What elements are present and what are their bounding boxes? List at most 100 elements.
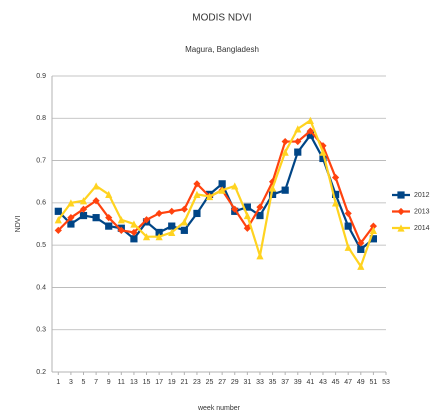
data-point xyxy=(193,190,201,198)
data-point xyxy=(180,226,188,234)
data-point xyxy=(231,205,239,213)
data-point xyxy=(344,209,352,218)
data-point xyxy=(281,137,289,146)
x-tick-label: 31 xyxy=(243,379,251,386)
data-point xyxy=(193,209,201,218)
data-point xyxy=(155,233,163,241)
data-point xyxy=(268,184,277,192)
x-tick-label: 33 xyxy=(256,379,264,386)
data-point xyxy=(67,220,75,228)
data-point xyxy=(79,211,88,220)
legend-marker xyxy=(397,224,405,232)
data-point xyxy=(92,214,100,222)
data-point xyxy=(142,233,151,241)
y-tick-label: 0.5 xyxy=(36,242,46,249)
data-point xyxy=(243,211,251,220)
legend-marker xyxy=(397,191,405,199)
data-point xyxy=(306,116,314,124)
data-point xyxy=(294,137,302,146)
data-point xyxy=(331,199,340,207)
data-point xyxy=(54,226,62,234)
y-tick-label: 0.3 xyxy=(36,327,46,334)
data-point xyxy=(105,214,113,222)
data-point xyxy=(168,228,176,237)
data-point xyxy=(168,207,176,215)
legend-label: 2013 xyxy=(414,208,430,215)
x-tick-label: 41 xyxy=(306,379,314,386)
series-line xyxy=(57,118,375,269)
data-point xyxy=(344,243,352,251)
data-point xyxy=(92,197,100,205)
x-tick-label: 53 xyxy=(382,379,390,386)
legend-label: 2012 xyxy=(414,192,430,199)
chart-subtitle: Magura, Bangladesh xyxy=(185,45,259,54)
y-axis-label: NDVI xyxy=(15,216,22,233)
data-point xyxy=(331,190,340,198)
x-tick-label: 37 xyxy=(281,379,289,386)
data-point xyxy=(256,211,264,220)
x-tick-label: 47 xyxy=(344,379,352,386)
x-tick-label: 35 xyxy=(269,379,277,386)
x-tick-label: 19 xyxy=(168,379,176,386)
y-tick-label: 0.8 xyxy=(36,115,46,122)
x-tick-label: 25 xyxy=(206,379,214,386)
x-tick-label: 11 xyxy=(118,379,125,386)
x-tick-label: 45 xyxy=(332,379,340,386)
data-point xyxy=(357,245,365,253)
data-point xyxy=(306,131,314,139)
data-point xyxy=(130,228,138,237)
data-point xyxy=(130,220,138,228)
x-tick-label: 27 xyxy=(218,379,226,386)
x-tick-label: 49 xyxy=(357,379,365,386)
x-tick-label: 9 xyxy=(107,379,111,386)
data-point xyxy=(168,222,176,230)
data-point xyxy=(142,216,151,224)
data-point xyxy=(369,226,377,234)
data-point xyxy=(155,228,163,237)
y-tick-label: 0.4 xyxy=(36,284,46,291)
data-point xyxy=(243,203,251,211)
data-point xyxy=(243,224,251,232)
x-tick-label: 43 xyxy=(319,379,327,386)
data-point xyxy=(205,192,214,201)
data-point xyxy=(155,209,163,218)
data-point xyxy=(256,252,264,260)
data-point xyxy=(117,216,125,224)
data-point xyxy=(268,190,277,198)
data-point xyxy=(357,262,365,270)
x-tick-label: 5 xyxy=(82,379,86,386)
data-point xyxy=(67,214,75,222)
x-axis-label: week number xyxy=(197,405,241,412)
x-tick-label: 15 xyxy=(143,379,151,386)
x-tick-label: 7 xyxy=(94,379,98,386)
legend-marker xyxy=(397,207,405,216)
data-point xyxy=(105,222,113,230)
data-point xyxy=(369,235,377,243)
data-point xyxy=(180,205,188,213)
y-tick-label: 0.2 xyxy=(36,369,46,376)
data-point xyxy=(294,148,302,156)
data-point xyxy=(256,203,264,211)
x-tick-label: 29 xyxy=(231,379,239,386)
data-point xyxy=(218,180,226,188)
data-point xyxy=(105,190,113,198)
data-point xyxy=(54,207,62,215)
chart-title: MODIS NDVI xyxy=(192,13,251,24)
data-point xyxy=(117,226,125,234)
data-point xyxy=(294,125,302,133)
x-tick-label: 1 xyxy=(56,379,60,386)
data-point xyxy=(218,186,226,194)
data-point xyxy=(319,148,327,156)
data-point xyxy=(344,222,352,230)
data-point xyxy=(67,199,75,207)
data-point xyxy=(193,180,201,188)
data-point xyxy=(369,222,377,230)
data-point xyxy=(319,154,327,163)
data-point xyxy=(79,205,88,213)
data-point xyxy=(281,186,289,194)
data-point xyxy=(331,173,340,182)
x-tick-label: 13 xyxy=(130,379,138,386)
data-point xyxy=(357,239,365,247)
